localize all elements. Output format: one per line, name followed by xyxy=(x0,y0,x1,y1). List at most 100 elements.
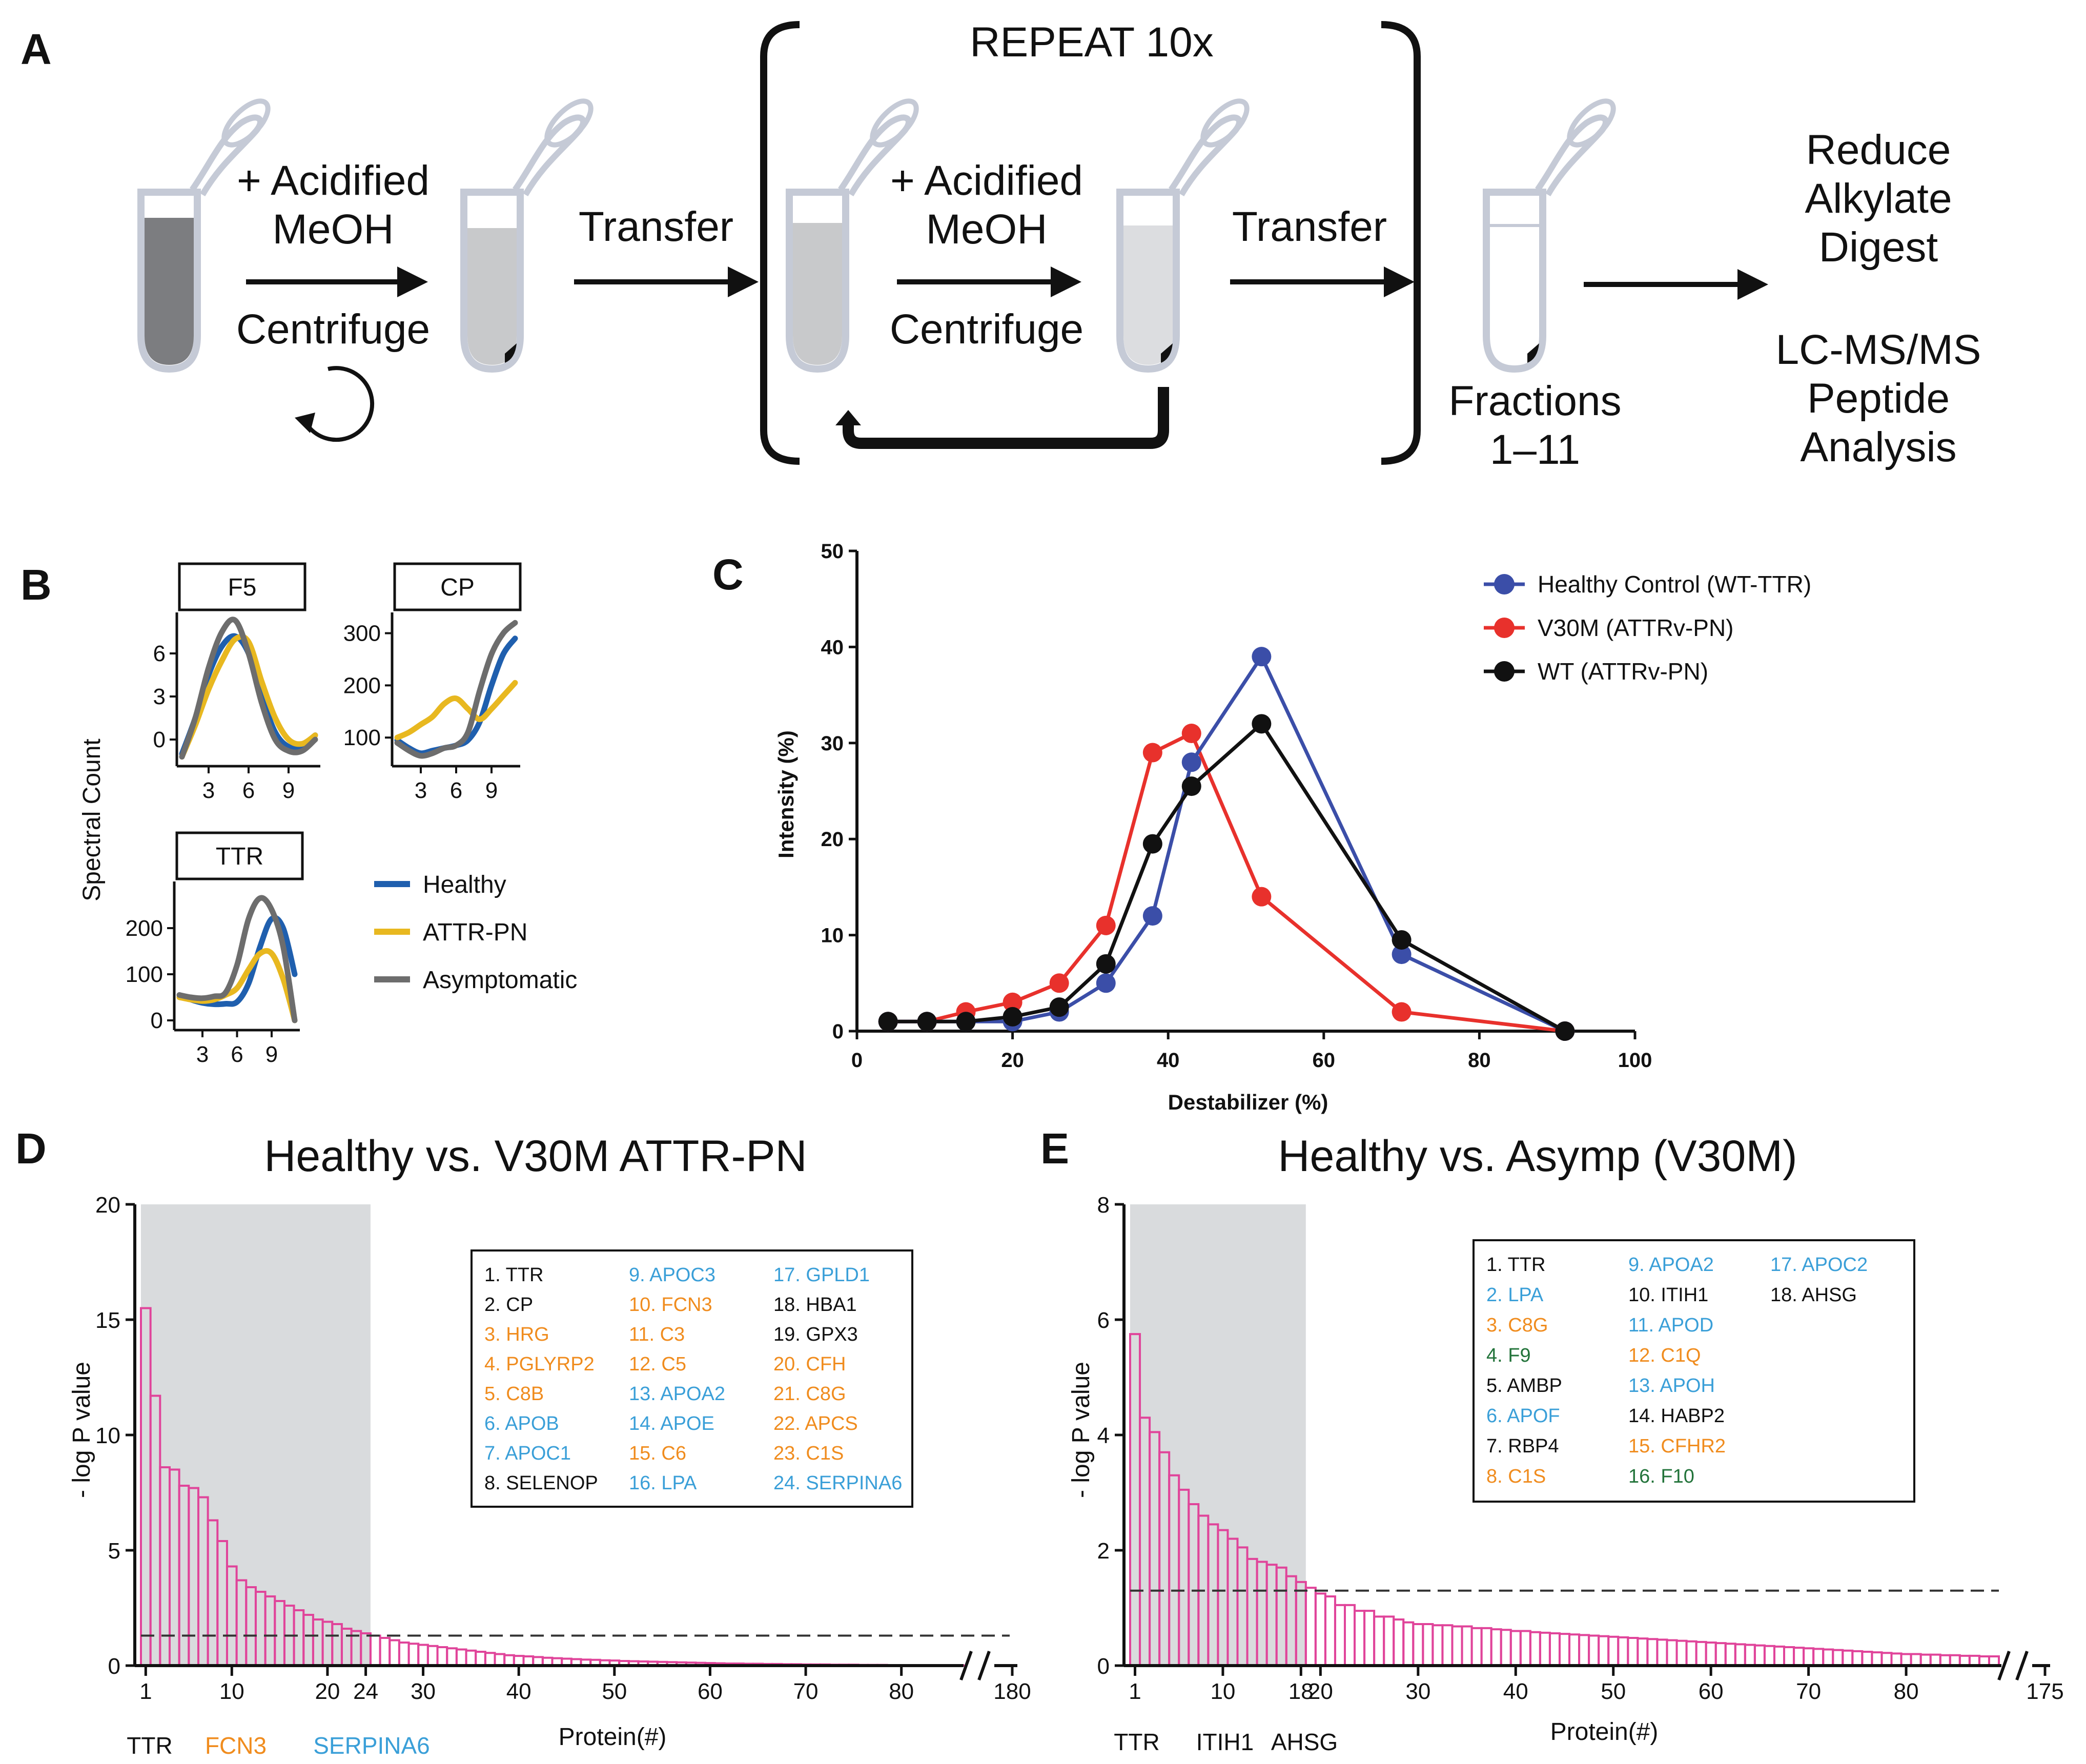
protein-list-item: 13. APOH xyxy=(1628,1375,1715,1397)
panel-c-line-chart: 0 10 20 30 40 50 0 20 40 60 80 100 Destabilizer (%)… xyxy=(774,540,1811,1114)
bar xyxy=(1695,1640,1707,1667)
protein-list-item: 14. APOE xyxy=(629,1413,714,1434)
legend-v30m: V30M (ATTRv-PN) xyxy=(1538,614,1734,641)
panel-d-title: Healthy vs. V30M ATTR-PN xyxy=(264,1132,807,1181)
protein-list-item: 6. APOF xyxy=(1486,1405,1560,1427)
bar xyxy=(1343,1604,1356,1667)
bar xyxy=(1598,1635,1610,1667)
panel-letter-c: C xyxy=(712,550,744,599)
x-tick-label: 6 xyxy=(450,778,462,803)
bar xyxy=(417,1644,429,1667)
x-tick-label: 70 xyxy=(793,1679,819,1704)
y-tick-label: 8 xyxy=(1097,1193,1110,1218)
peptide-label: Peptide xyxy=(1807,375,1950,422)
bar xyxy=(1851,1650,1864,1667)
bar xyxy=(1714,1642,1727,1667)
step1-top: + Acidified xyxy=(237,157,430,204)
series-line-attr xyxy=(394,680,518,741)
bar xyxy=(494,1653,506,1667)
bar xyxy=(407,1643,420,1667)
bar xyxy=(1480,1627,1492,1667)
legend-healthy-control: Healthy Control (WT-TTR) xyxy=(1538,571,1811,598)
fractions-range: 1–11 xyxy=(1490,426,1580,473)
data-point-series-2 xyxy=(1003,1007,1022,1027)
transfer-1: Transfer xyxy=(579,203,733,250)
data-point-series-0 xyxy=(1142,906,1162,926)
x-tick-label: 6 xyxy=(242,778,255,803)
x-tick-label: 180 xyxy=(993,1679,1031,1704)
bar xyxy=(1373,1615,1385,1667)
x-tick-label: 70 xyxy=(1796,1679,1821,1704)
panel-b-ylabel: Spectral Count xyxy=(78,739,106,901)
x-tick-label: 9 xyxy=(265,1042,278,1067)
protein-list-box xyxy=(471,1249,913,1508)
data-point-series-1 xyxy=(1096,915,1116,935)
y-tick-label: 20 xyxy=(821,828,844,851)
data-point-series-1 xyxy=(1181,724,1201,744)
protein-list-item: 14. HABP2 xyxy=(1628,1405,1725,1427)
x-tick-label: 50 xyxy=(602,1679,627,1704)
bar xyxy=(1451,1625,1463,1667)
bar xyxy=(1617,1636,1629,1667)
panel-c-legend: Healthy Control (WT-TTR) V30M (ATTRv-PN)… xyxy=(1484,571,1811,685)
bar xyxy=(503,1654,515,1667)
protein-list-item: 5. C8B xyxy=(484,1383,544,1405)
x-tick-label: 60 xyxy=(1313,1049,1336,1072)
digest-label: Digest xyxy=(1819,224,1938,271)
x-tick-label: 60 xyxy=(1699,1679,1724,1704)
step2-bottom: Centrifuge xyxy=(890,306,1083,353)
y-tick-label: 0 xyxy=(832,1020,844,1043)
bar xyxy=(388,1639,400,1667)
tube-3-icon xyxy=(786,98,919,373)
step1-bottom: Centrifuge xyxy=(236,306,430,353)
x-tick-label: 18 xyxy=(1289,1679,1314,1704)
bar xyxy=(1666,1639,1678,1667)
bar xyxy=(1734,1643,1746,1667)
bar xyxy=(1637,1637,1649,1667)
y-tick-label: 3 xyxy=(153,684,166,709)
y-tick-label: 300 xyxy=(343,621,381,646)
bar xyxy=(1753,1644,1766,1667)
x-tick-label: 40 xyxy=(1503,1679,1528,1704)
series-line-attr xyxy=(179,633,318,760)
panel-e-under-ttr: TTR xyxy=(1114,1729,1159,1755)
protein-list-item: 18. AHSG xyxy=(1770,1284,1857,1306)
protein-list-item: 1. TTR xyxy=(1486,1254,1545,1276)
protein-list-item: 15. C6 xyxy=(629,1443,686,1464)
x-tick-label: 80 xyxy=(1894,1679,1919,1704)
x-tick-label: 3 xyxy=(202,778,215,803)
bar xyxy=(379,1637,391,1667)
protein-list-item: 2. CP xyxy=(484,1294,533,1316)
bar xyxy=(1685,1640,1698,1667)
bar xyxy=(1519,1630,1531,1667)
bar xyxy=(1568,1633,1581,1667)
panel-letter-a: A xyxy=(21,25,52,73)
bar xyxy=(1402,1621,1415,1667)
bar xyxy=(455,1648,467,1667)
panel-d-ylabel: - log P value xyxy=(68,1362,95,1498)
x-tick-label: 20 xyxy=(315,1679,340,1704)
legend-marker-wt xyxy=(1494,661,1515,682)
y-tick-label: 100 xyxy=(343,725,381,750)
loop-back-arrowhead xyxy=(835,410,861,425)
x-tick-label: 100 xyxy=(1618,1049,1652,1072)
data-point-series-0 xyxy=(1252,647,1272,667)
panel-e-xlabel: Protein(#) xyxy=(1550,1718,1659,1746)
protein-list-item: 1. TTR xyxy=(484,1264,543,1286)
data-point-series-1 xyxy=(1049,973,1069,993)
panel-letter-e: E xyxy=(1040,1124,1069,1173)
data-point-series-2 xyxy=(1142,834,1162,854)
protein-list-item: 4. PGLYRP2 xyxy=(484,1353,595,1375)
step2-mid: MeOH xyxy=(926,206,1048,253)
protein-list-item: 16. LPA xyxy=(629,1472,697,1494)
protein-list-item: 2. LPA xyxy=(1486,1284,1544,1306)
protein-list-item: 15. CFHR2 xyxy=(1628,1435,1726,1457)
panel-e-ylabel: - log P value xyxy=(1068,1362,1095,1498)
panel-e-protein-list: 1. TTR 2. LPA 3. C8G 4. F9 5. AMBP 6. APOF 7. … xyxy=(1473,1239,1915,1503)
subplot-title-box xyxy=(178,562,306,611)
bar xyxy=(1354,1610,1366,1667)
alkylate-label: Alkylate xyxy=(1805,175,1952,222)
bar xyxy=(1558,1633,1571,1667)
